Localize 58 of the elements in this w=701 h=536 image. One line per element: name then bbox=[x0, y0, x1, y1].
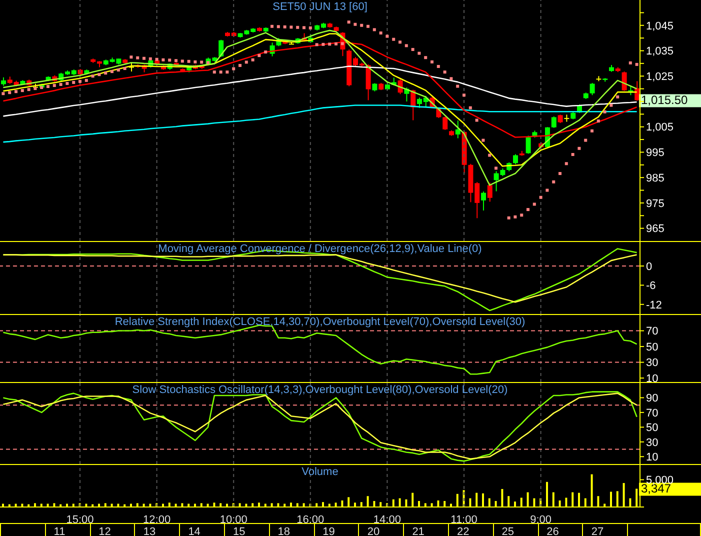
x-tick-label: 15:00 bbox=[66, 514, 94, 526]
line-series bbox=[2, 254, 638, 303]
chart-title: Volume bbox=[300, 466, 340, 478]
chart-title: Slow Stochastics Oscillator(14,3,3),Overbought Level(80),Oversold Level(20) bbox=[131, 384, 509, 396]
chart-title: Relative Strength Index(CLOSE,14,30,70),Overbought Level(70),Oversold Level(30) bbox=[114, 316, 526, 328]
candlestick bbox=[218, 39, 224, 58]
y-tick-label: 10 bbox=[646, 372, 658, 385]
candlestick bbox=[551, 116, 556, 128]
candlestick bbox=[590, 82, 595, 96]
text: 27 bbox=[582, 524, 628, 536]
candlestick bbox=[564, 114, 570, 122]
x-tick-label: 10:00 bbox=[220, 514, 248, 526]
x-tick-label: 16:00 bbox=[296, 514, 324, 526]
candlestick bbox=[622, 71, 627, 92]
text: 26 bbox=[538, 524, 582, 536]
y-tick-label: 1,045 bbox=[646, 20, 674, 32]
x-tick-label: 14:00 bbox=[373, 514, 401, 526]
candlestick bbox=[513, 154, 518, 165]
y-tick-label: 0 bbox=[646, 260, 652, 273]
y-tick-label: 10 bbox=[646, 452, 658, 464]
line-series bbox=[2, 66, 638, 117]
y-tick-label: 995 bbox=[646, 147, 664, 160]
y-tick-label: 30 bbox=[646, 436, 658, 449]
candlestick bbox=[526, 135, 531, 154]
text: 12 bbox=[90, 524, 134, 536]
y-tick-label: 30 bbox=[646, 357, 658, 370]
y-tick-label: 1,035 bbox=[646, 46, 674, 58]
text: 13 bbox=[134, 524, 180, 536]
y-tick-label: 1,005 bbox=[646, 122, 674, 134]
chart-title: SET50 JUN 13 [60] bbox=[272, 1, 368, 13]
y-tick-label: 50 bbox=[646, 341, 658, 354]
text: 15 bbox=[224, 524, 269, 536]
candlestick bbox=[455, 120, 460, 139]
text: 25 bbox=[492, 524, 538, 536]
y-tick-label: 1,025 bbox=[646, 71, 674, 84]
text: 18 bbox=[268, 524, 314, 536]
y-tick-label: 90 bbox=[646, 392, 658, 405]
x-tick-label: 9:00 bbox=[530, 514, 552, 526]
y-tick-label: 965 bbox=[646, 223, 664, 236]
y-tick-label: 985 bbox=[646, 172, 664, 184]
candlestick bbox=[481, 191, 486, 212]
y-tick-label: 70 bbox=[646, 326, 658, 338]
y-tick-label: 70 bbox=[646, 407, 658, 420]
text: 14 bbox=[179, 524, 224, 536]
x-tick-label: 11:00 bbox=[450, 514, 478, 526]
y-tick-label: 975 bbox=[646, 198, 664, 210]
y-tick-label: -6 bbox=[646, 280, 656, 292]
y-tick-label: 50 bbox=[646, 422, 658, 434]
text: 1,015.50 bbox=[641, 93, 688, 108]
candlestick bbox=[442, 116, 448, 130]
text: 11 bbox=[44, 524, 90, 536]
text: 22 bbox=[448, 524, 493, 536]
x-tick-label: 12:00 bbox=[143, 514, 171, 526]
y-tick-label: -12 bbox=[646, 299, 662, 312]
text: 20 bbox=[358, 524, 404, 536]
candlestick bbox=[487, 182, 492, 202]
text: 21 bbox=[403, 524, 448, 536]
text: 19 bbox=[314, 524, 358, 536]
